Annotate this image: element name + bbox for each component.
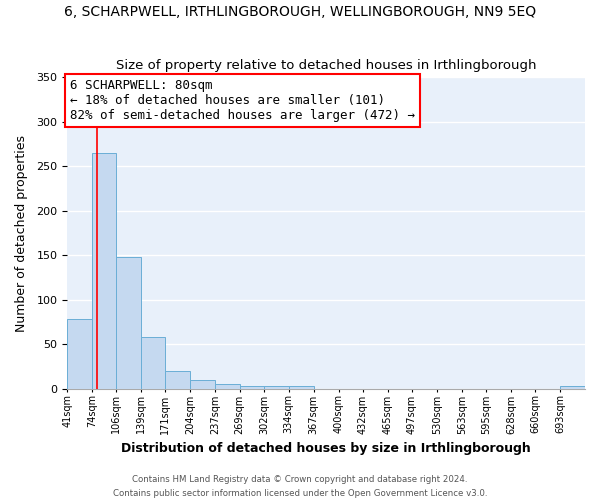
X-axis label: Distribution of detached houses by size in Irthlingborough: Distribution of detached houses by size … xyxy=(121,442,531,455)
Text: Contains HM Land Registry data © Crown copyright and database right 2024.
Contai: Contains HM Land Registry data © Crown c… xyxy=(113,476,487,498)
Bar xyxy=(190,380,215,388)
Text: 6 SCHARPWELL: 80sqm
← 18% of detached houses are smaller (101)
82% of semi-detac: 6 SCHARPWELL: 80sqm ← 18% of detached ho… xyxy=(70,79,415,122)
Bar xyxy=(239,386,265,388)
Bar xyxy=(92,153,116,388)
Bar xyxy=(215,384,239,388)
Bar xyxy=(289,386,314,388)
Bar xyxy=(116,257,141,388)
Bar xyxy=(560,386,585,388)
Y-axis label: Number of detached properties: Number of detached properties xyxy=(15,134,28,332)
Title: Size of property relative to detached houses in Irthlingborough: Size of property relative to detached ho… xyxy=(116,59,536,72)
Bar xyxy=(141,337,166,388)
Bar xyxy=(67,320,92,388)
Text: 6, SCHARPWELL, IRTHLINGBOROUGH, WELLINGBOROUGH, NN9 5EQ: 6, SCHARPWELL, IRTHLINGBOROUGH, WELLINGB… xyxy=(64,5,536,19)
Bar xyxy=(166,371,190,388)
Bar xyxy=(265,386,289,388)
